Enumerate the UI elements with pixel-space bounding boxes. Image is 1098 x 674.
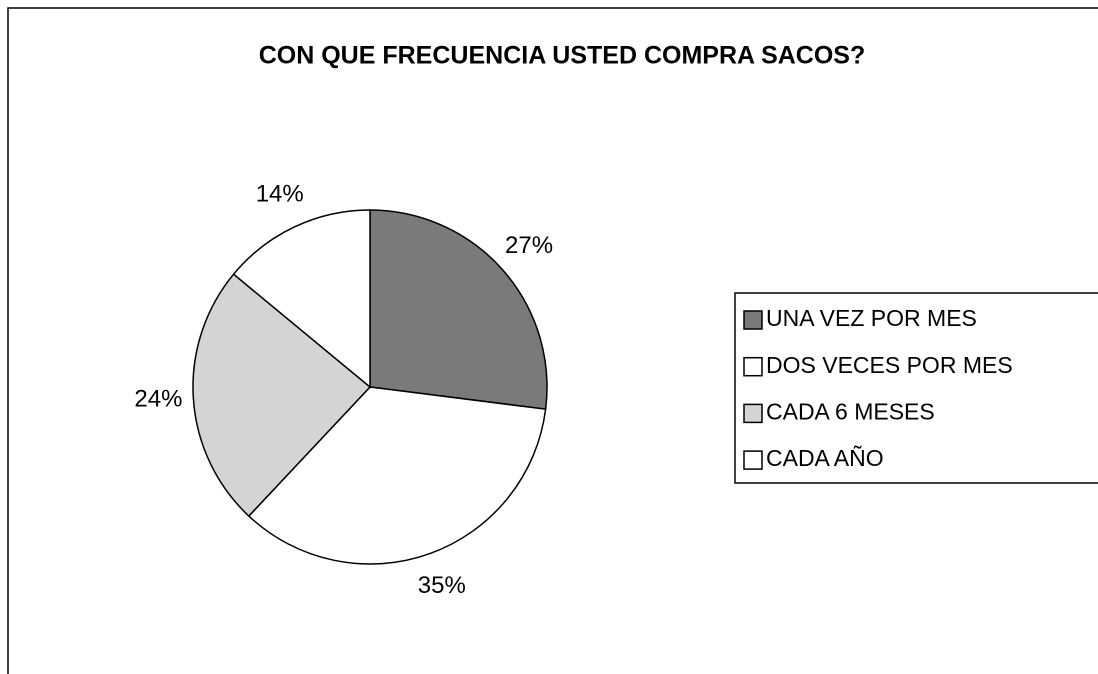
pie-slice (192, 273, 372, 518)
data-label: 35% (418, 572, 466, 599)
chart-title: CON QUE FRECUENCIA USTED COMPRA SACOS? (259, 42, 866, 70)
legend-swatch (743, 450, 763, 470)
legend-label: UNA VEZ POR MES (766, 305, 977, 331)
legend-swatch (743, 356, 763, 377)
legend-label: CADA AÑO (766, 445, 884, 471)
legend-swatch (743, 310, 763, 330)
pie-slice (247, 386, 547, 565)
pie-slice (369, 209, 548, 411)
legend-swatch (743, 403, 763, 424)
pie-slice (232, 209, 371, 389)
data-label: 27% (505, 232, 553, 259)
legend-label: DOS VECES POR MES (766, 352, 1013, 378)
chart-frame (7, 7, 1098, 674)
legend-box (734, 292, 1098, 484)
data-label: 14% (256, 181, 304, 208)
legend-label: CADA 6 MESES (766, 398, 935, 424)
data-label: 24% (134, 386, 182, 413)
